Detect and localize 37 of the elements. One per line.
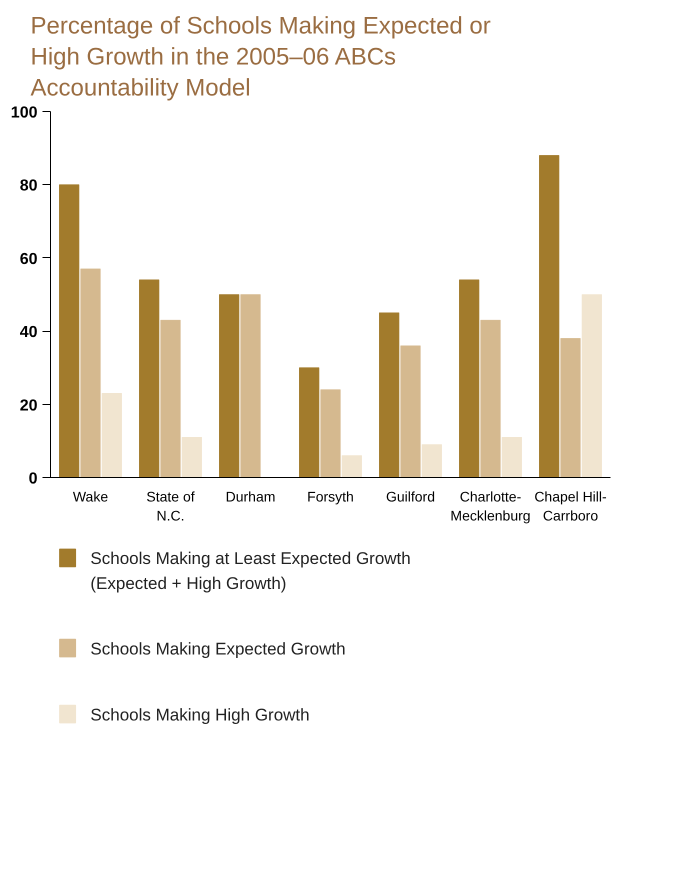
- y-tick-label: 60: [20, 250, 38, 268]
- x-tick-label: Wake: [72, 488, 108, 504]
- y-tick-label: 40: [20, 324, 38, 342]
- x-tick-label: Chapel Hill-Carrboro: [534, 488, 608, 524]
- bar: [59, 184, 80, 478]
- bar: [582, 294, 602, 478]
- bar: [299, 367, 320, 478]
- bar: [560, 338, 581, 478]
- bar: [182, 436, 202, 478]
- y-tick-label: 0: [28, 470, 38, 488]
- legend-label: Schools Making at Least Expected Growth (Expected + High Growth): [90, 549, 411, 593]
- x-tick-label: State of N.C.: [146, 488, 195, 524]
- x-tick-label: Charlotte-Mecklenburg: [450, 488, 531, 524]
- bar: [480, 320, 501, 478]
- legend-label: Schools Making Expected Growth: [90, 639, 346, 658]
- bar: [219, 294, 240, 478]
- bar: [539, 155, 560, 478]
- bar: [139, 280, 160, 478]
- bar: [422, 444, 442, 478]
- bar: [102, 393, 122, 478]
- y-tick-label: 20: [20, 397, 38, 414]
- bar: [400, 345, 421, 478]
- y-tick-label: 100: [10, 104, 38, 122]
- x-tick-label: Guilford: [386, 488, 436, 504]
- bar: [160, 320, 181, 478]
- bar: [320, 389, 341, 478]
- bar: [379, 312, 400, 478]
- bar: [240, 294, 261, 478]
- y-tick-label: 80: [20, 178, 38, 195]
- x-tick-label: Durham: [226, 488, 276, 504]
- bar: [342, 455, 362, 478]
- bar: [80, 268, 101, 478]
- chart-title: Percentage of Schools Making Expected or High Growth in the 2005–06 ABCs Accountability Model: [30, 12, 491, 102]
- bar: [502, 436, 522, 478]
- legend-label: Schools Making High Growth: [90, 705, 310, 724]
- bar: [459, 280, 480, 478]
- x-tick-label: Forsyth: [307, 488, 354, 504]
